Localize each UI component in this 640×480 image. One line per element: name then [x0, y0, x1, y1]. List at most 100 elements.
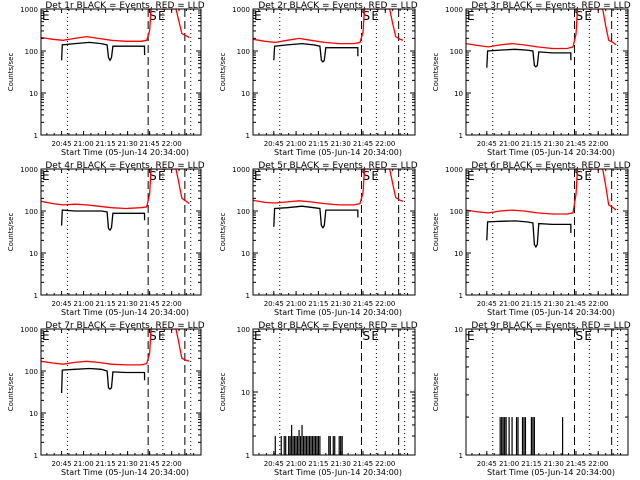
y-axis-label: Counts/sec	[219, 373, 227, 412]
x-tick-label: 21:00	[73, 140, 93, 148]
plot-frame	[465, 168, 629, 296]
series-lld	[41, 329, 190, 366]
x-tick-label: 21:45	[140, 460, 160, 468]
x-tick-label: 21:45	[566, 300, 586, 308]
y-tick-label: 100	[25, 208, 38, 216]
x-tick-label: 21:30	[544, 300, 564, 308]
chart-title: Det 5r BLACK = Events, RED = LLD	[258, 161, 417, 171]
x-axis-label: Start Time (05-Jun-14 20:34:00)	[487, 308, 615, 317]
x-tick-label: 21:00	[499, 300, 519, 308]
y-tick-label: 10	[29, 90, 38, 98]
panel-det-2: Det 2r BLACK = Events, RED = LLD Counts/s…	[219, 1, 418, 157]
y-axis-label: Counts/sec	[432, 373, 440, 412]
series-events	[273, 42, 359, 63]
series-events	[60, 367, 146, 394]
x-tick-label: 21:30	[331, 460, 351, 468]
marker-label-E: E	[467, 9, 475, 23]
y-tick-label: 10	[454, 326, 463, 334]
y-tick-label: 10	[241, 90, 250, 98]
x-tick-label: 21:45	[353, 140, 373, 148]
marker-label-E: E	[254, 169, 262, 183]
x-tick-label: 21:30	[118, 300, 138, 308]
x-tick-label: 21:00	[499, 140, 519, 148]
x-axis-label: Start Time (05-Jun-14 20:34:00)	[274, 148, 402, 157]
x-tick-label: 21:00	[73, 460, 93, 468]
x-axis-label: Start Time (05-Jun-14 20:34:00)	[274, 468, 402, 477]
marker-label-E: E	[371, 329, 379, 343]
x-tick-label: 21:45	[140, 300, 160, 308]
y-axis-label: Counts/sec	[432, 213, 440, 252]
x-axis-label: Start Time (05-Jun-14 20:34:00)	[61, 148, 189, 157]
y-tick-label: 10	[29, 250, 38, 258]
x-tick-label: 21:00	[286, 460, 306, 468]
y-tick-label: 100	[237, 208, 250, 216]
series-events	[486, 220, 572, 249]
y-tick-label: 10	[241, 250, 250, 258]
marker-label-S: S	[149, 329, 157, 343]
chart-title: Det 7r BLACK = Events, RED = LLD	[45, 321, 204, 331]
x-tick-label: 21:45	[566, 460, 586, 468]
series-events	[486, 48, 572, 68]
series-lld	[466, 169, 617, 215]
y-tick-label: 100	[237, 326, 250, 334]
y-tick-label: 1	[459, 452, 463, 460]
y-axis-label: Counts/sec	[219, 213, 227, 252]
series-events	[60, 209, 146, 232]
marker-label-E: E	[371, 9, 379, 23]
y-tick-label: 10	[454, 250, 463, 258]
y-tick-label: 10	[454, 90, 463, 98]
y-axis-label: Counts/sec	[432, 53, 440, 92]
y-tick-label: 10	[29, 410, 38, 418]
x-tick-label: 21:30	[118, 140, 138, 148]
y-tick-label: 1000	[445, 166, 463, 174]
x-tick-label: 21:15	[521, 300, 541, 308]
x-tick-label: 21:15	[308, 460, 328, 468]
x-tick-label: 21:45	[353, 300, 373, 308]
marker-label-E: E	[42, 169, 50, 183]
marker-label-E: E	[584, 169, 592, 183]
x-tick-label: 21:30	[331, 140, 351, 148]
x-tick-label: 22:00	[375, 460, 395, 468]
panel-det-4: Det 4r BLACK = Events, RED = LLD Counts/s…	[7, 161, 205, 317]
x-tick-label: 21:00	[73, 300, 93, 308]
series-lld	[41, 9, 190, 42]
x-axis-label: Start Time (05-Jun-14 20:34:00)	[487, 468, 615, 477]
x-axis-label: Start Time (05-Jun-14 20:34:00)	[61, 308, 189, 317]
plot-frame	[40, 328, 202, 456]
marker-label-S: S	[149, 9, 157, 23]
x-tick-label: 21:15	[308, 140, 328, 148]
y-tick-label: 1000	[20, 326, 38, 334]
x-tick-label: 20:45	[477, 140, 497, 148]
x-tick-label: 22:00	[588, 140, 608, 148]
x-tick-label: 22:00	[375, 300, 395, 308]
y-tick-label: 1000	[20, 6, 38, 14]
marker-label-S: S	[362, 9, 370, 23]
marker-label-S: S	[362, 329, 370, 343]
marker-label-S: S	[575, 329, 583, 343]
chart-title: Det 6r BLACK = Events, RED = LLD	[471, 161, 630, 171]
panel-det-1: Det 1r BLACK = Events, RED = LLD Counts/s…	[7, 1, 205, 157]
panel-det-8: Det 8r BLACK = Events, RED = LLD Counts/s…	[219, 321, 418, 477]
y-tick-label: 1	[34, 452, 38, 460]
y-tick-label: 1	[459, 132, 463, 140]
x-tick-label: 20:45	[51, 300, 71, 308]
chart-title: Det 1r BLACK = Events, RED = LLD	[45, 1, 204, 11]
series-lld	[41, 169, 190, 210]
y-tick-label: 1	[246, 132, 250, 140]
plot-frame	[465, 8, 629, 136]
x-tick-label: 22:00	[375, 140, 395, 148]
x-tick-label: 21:15	[95, 300, 115, 308]
marker-label-S: S	[362, 169, 370, 183]
x-tick-label: 21:15	[95, 460, 115, 468]
series-lld	[253, 169, 404, 206]
y-tick-label: 1000	[232, 6, 250, 14]
plot-frame	[252, 8, 416, 136]
marker-label-E: E	[254, 9, 262, 23]
y-tick-label: 100	[25, 48, 38, 56]
x-axis-label: Start Time (05-Jun-14 20:34:00)	[274, 308, 402, 317]
chart-title: Det 8r BLACK = Events, RED = LLD	[258, 321, 417, 331]
panel-det-7: Det 7r BLACK = Events, RED = LLD Counts/s…	[7, 321, 205, 477]
x-tick-label: 21:30	[544, 460, 564, 468]
series-events	[273, 205, 359, 229]
x-tick-label: 20:45	[51, 460, 71, 468]
